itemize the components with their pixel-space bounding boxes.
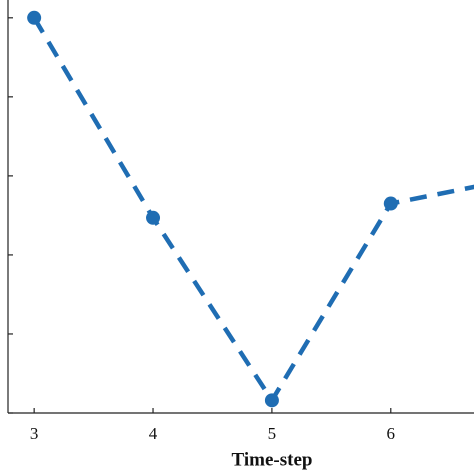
x-tick-label: 5 (268, 424, 277, 443)
data-point (264, 393, 279, 408)
x-tick-label: 6 (387, 424, 396, 443)
data-line (32, 16, 474, 405)
x-axis-label: Time-step (232, 449, 313, 470)
plot-area (27, 10, 474, 408)
data-point (27, 10, 42, 25)
x-tick-label: 4 (149, 424, 158, 443)
data-point (146, 210, 161, 225)
data-point (383, 196, 398, 211)
x-tick-label: 3 (30, 424, 39, 443)
